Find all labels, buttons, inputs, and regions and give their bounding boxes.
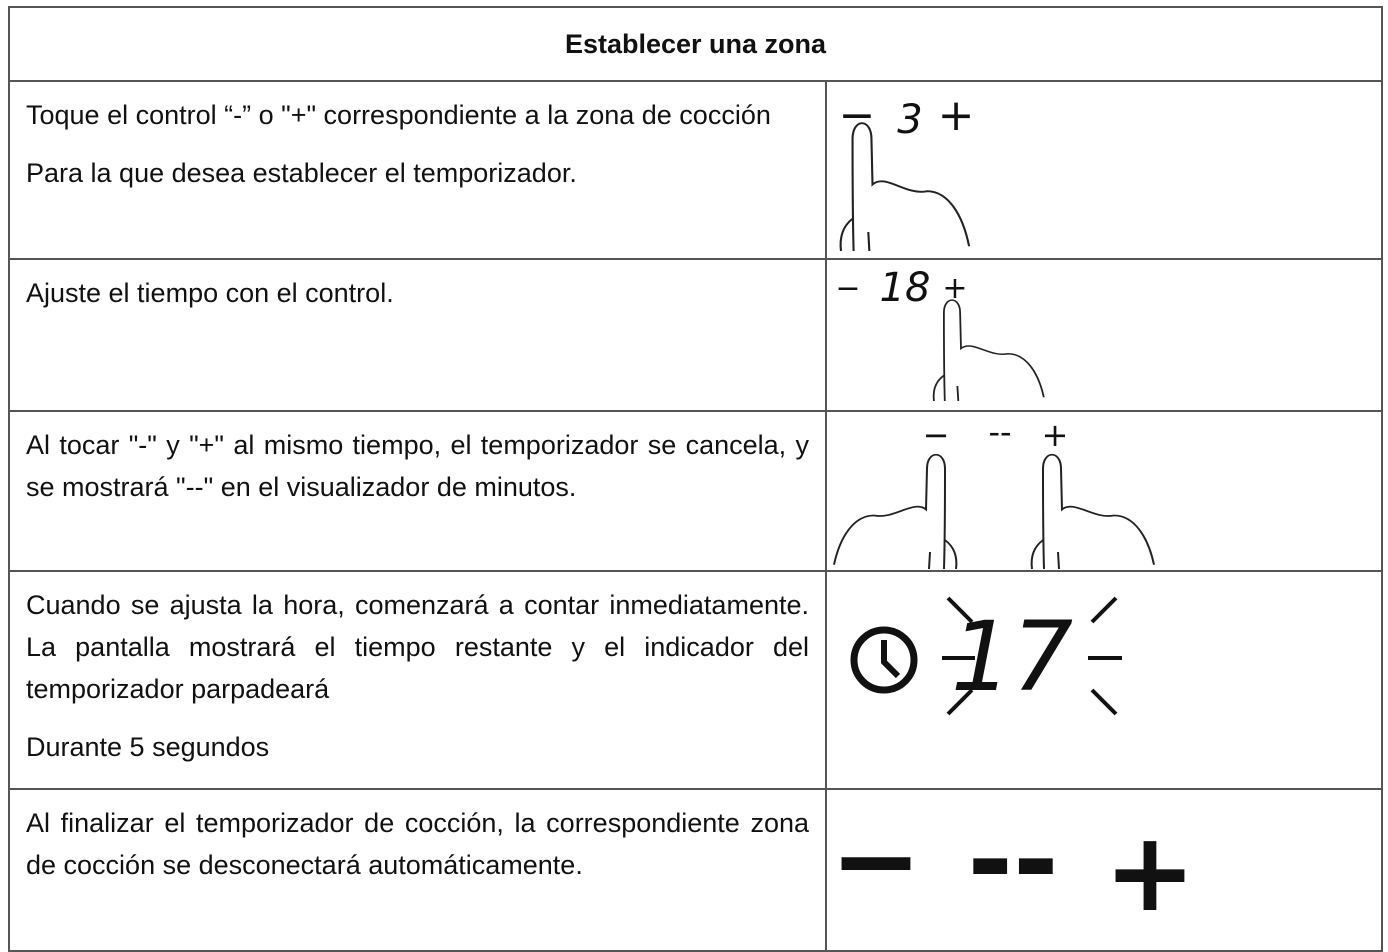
finger (1030, 453, 1155, 570)
illustration-cell (825, 570, 1383, 790)
paragraph: Durante 5 segundos (26, 732, 270, 762)
finger (833, 453, 958, 570)
text-cell: Ajuste el tiempo con el control. (8, 258, 827, 412)
text-cell: Al finalizar el temporizador de cocción,… (8, 788, 827, 952)
illustration-cell (825, 410, 1383, 572)
text-cell: Al tocar "-" y "+" al mismo tiempo, el t… (8, 410, 827, 572)
minus-sign: − (839, 90, 876, 141)
plus-sign: + (1104, 808, 1196, 936)
display-digits: -- (988, 413, 1011, 451)
display-digit: 3 (897, 97, 922, 143)
paragraph: Al tocar "-" y "+" al mismo tiempo, el t… (26, 430, 809, 502)
paragraph: Al finalizar el temporizador de cocción,… (26, 808, 809, 880)
illustration-cell (825, 80, 1383, 260)
paragraph: Toque el control “-” o "+" correspondien… (26, 100, 771, 130)
paragraph: Para la que desea establecer el temporiz… (26, 158, 577, 188)
plus-sign: + (938, 90, 975, 141)
minus-sign: − (835, 271, 860, 306)
illustration-cell (825, 258, 1383, 412)
table-title: Establecer una zona (8, 6, 1383, 82)
plus-sign: + (1042, 416, 1069, 454)
text-cell: Cuando se ajusta la hora, comenzará a co… (8, 570, 827, 790)
paragraph: Ajuste el tiempo con el control. (26, 278, 394, 308)
clock-icon (850, 626, 918, 694)
text-cell: Toque el control “-” o "+" correspondien… (8, 80, 827, 260)
display-digits: -- (967, 796, 1058, 924)
minus-sign: − (830, 796, 922, 924)
finger (932, 299, 1045, 402)
paragraph: Cuando se ajusta la hora, comenzará a co… (26, 590, 809, 704)
clock-hands (881, 640, 901, 679)
display-digits: 18 (880, 265, 931, 311)
blink-rays (942, 596, 1122, 716)
minus-sign: − (923, 416, 950, 454)
